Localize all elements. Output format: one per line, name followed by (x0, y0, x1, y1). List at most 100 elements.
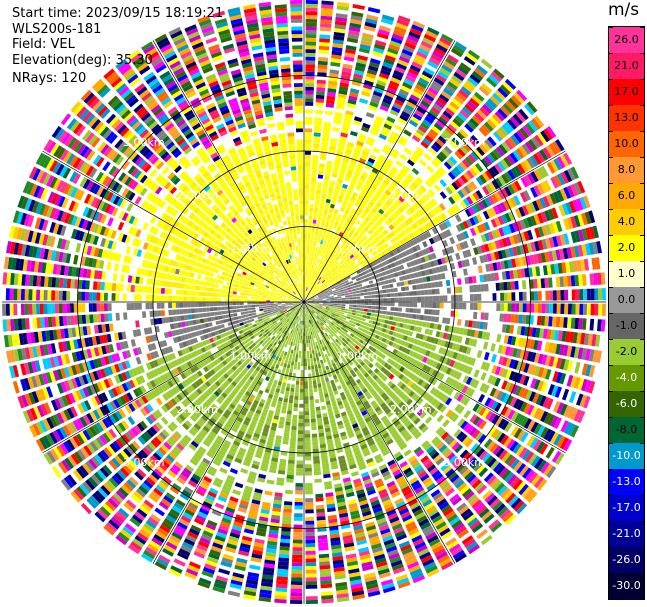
velocity-gate (375, 302, 380, 306)
velocity-gate (370, 287, 375, 291)
velocity-gate (296, 460, 303, 465)
velocity-gate (316, 279, 320, 284)
velocity-gate (327, 191, 333, 197)
velocity-gate (322, 270, 326, 275)
velocity-gate (339, 245, 344, 250)
velocity-gate (313, 456, 320, 461)
velocity-gate (354, 284, 359, 288)
velocity-gate (352, 151, 360, 158)
velocity-gate (320, 291, 325, 295)
velocity-gate (490, 218, 498, 228)
velocity-gate (349, 283, 355, 287)
velocity-gate (311, 369, 315, 374)
velocity-gate (423, 33, 437, 43)
velocity-gate (467, 77, 479, 87)
velocity-gate (448, 246, 455, 254)
velocity-gate (399, 231, 405, 238)
velocity-gate (227, 590, 241, 597)
velocity-gate (389, 288, 394, 293)
velocity-gate (305, 535, 315, 540)
velocity-gate (318, 295, 322, 298)
velocity-gate (326, 299, 331, 301)
velocity-gate (369, 316, 375, 321)
velocity-gate (416, 308, 421, 314)
velocity-gate (287, 410, 292, 415)
velocity-gate (369, 154, 377, 161)
velocity-gate (334, 112, 343, 118)
velocity-gate (333, 283, 338, 287)
velocity-gate (408, 313, 413, 319)
velocity-gate (306, 260, 309, 265)
velocity-gate (489, 116, 500, 127)
velocity-gate (308, 222, 312, 227)
velocity-gate (431, 289, 436, 295)
velocity-gate (336, 5, 349, 11)
velocity-gate (298, 350, 302, 355)
velocity-gate (360, 292, 364, 296)
velocity-gate (486, 118, 497, 130)
velocity-gate (510, 314, 515, 323)
velocity-gate (307, 298, 311, 301)
velocity-gate (290, 433, 297, 438)
velocity-gate (341, 203, 347, 209)
velocity-gate (523, 190, 531, 201)
velocity-gate (330, 272, 335, 277)
velocity-gate (411, 222, 418, 230)
velocity-gate (429, 128, 439, 137)
velocity-gate (351, 80, 362, 87)
velocity-gate (364, 181, 372, 188)
velocity-gate (337, 97, 346, 103)
velocity-gate (435, 138, 445, 147)
velocity-gate (410, 116, 421, 124)
velocity-gate (344, 230, 349, 236)
velocity-gate (297, 327, 300, 332)
velocity-gate (425, 231, 432, 238)
velocity-gate (318, 57, 329, 62)
velocity-gate (363, 197, 370, 204)
velocity-gate (321, 0, 334, 6)
velocity-gate (451, 98, 462, 108)
velocity-gate (439, 295, 444, 302)
velocity-gate (326, 230, 331, 235)
velocity-gate (358, 314, 363, 318)
velocity-gate (330, 203, 335, 209)
velocity-gate (493, 131, 503, 142)
velocity-gate (324, 291, 329, 294)
velocity-gate (362, 274, 368, 279)
velocity-gate (407, 255, 413, 261)
velocity-gate (574, 361, 581, 374)
velocity-gate (378, 263, 384, 268)
velocity-gate (568, 303, 572, 315)
velocity-gate (445, 107, 455, 117)
velocity-gate (323, 261, 327, 266)
velocity-gate (307, 268, 310, 273)
velocity-gate (229, 468, 238, 475)
velocity-gate (311, 290, 315, 294)
velocity-gate (506, 154, 516, 165)
velocity-gate (304, 381, 308, 385)
velocity-gate (329, 145, 336, 151)
velocity-gate (315, 341, 318, 346)
velocity-gate (427, 60, 439, 70)
velocity-gate (354, 274, 359, 279)
velocity-gate (504, 186, 512, 197)
velocity-gate (466, 120, 477, 131)
velocity-gate (324, 245, 329, 251)
velocity-gate (393, 29, 406, 38)
velocity-gate (329, 276, 334, 281)
velocity-gate (350, 88, 360, 94)
velocity-gate (564, 303, 569, 315)
velocity-gate (357, 319, 362, 324)
velocity-gate (401, 292, 406, 297)
velocity-gate (351, 226, 357, 232)
velocity-gate (415, 228, 422, 236)
velocity-gate (389, 169, 397, 177)
velocity-gate (296, 467, 303, 472)
velocity-gate (383, 265, 389, 271)
velocity-gate (319, 443, 327, 449)
velocity-gate (418, 250, 424, 257)
velocity-gate (326, 160, 333, 166)
velocity-gate (498, 227, 505, 237)
velocity-gate (386, 253, 392, 259)
velocity-gate (330, 138, 338, 143)
